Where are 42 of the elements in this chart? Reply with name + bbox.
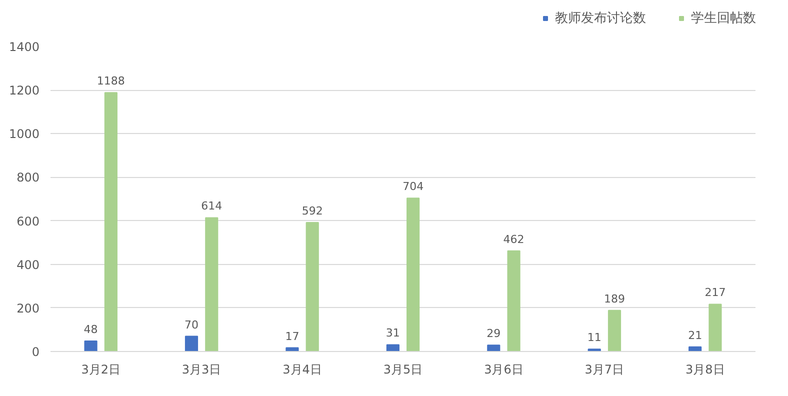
data-label: 48 xyxy=(84,323,98,336)
data-label: 217 xyxy=(704,286,726,300)
y-tick-label: 0 xyxy=(32,345,40,359)
bar xyxy=(306,222,319,352)
y-tick-label: 600 xyxy=(16,214,40,228)
bar xyxy=(406,198,420,352)
legend-label: 学生回帖数 xyxy=(691,10,756,27)
y-tick-label: 1200 xyxy=(8,84,40,98)
x-tick-label: 3月4日 xyxy=(282,362,322,376)
x-tick-label: 3月5日 xyxy=(383,362,423,376)
bar xyxy=(84,340,98,352)
data-label: 70 xyxy=(184,318,198,332)
x-tick-label: 3月2日 xyxy=(81,362,121,376)
legend-label: 教师发布讨论数 xyxy=(555,10,646,27)
y-tick-label: 1400 xyxy=(8,40,40,54)
data-label: 1188 xyxy=(96,74,125,88)
data-label: 704 xyxy=(402,180,424,194)
bar xyxy=(386,344,400,352)
data-label: 11 xyxy=(587,331,602,344)
y-tick-label: 1000 xyxy=(8,127,40,142)
data-label: 17 xyxy=(285,330,300,343)
bar xyxy=(507,250,520,352)
bar xyxy=(608,310,622,352)
x-tick-label: 3月7日 xyxy=(584,362,624,376)
bar xyxy=(205,217,218,352)
data-label: 29 xyxy=(486,327,501,340)
x-tick-label: 3月8日 xyxy=(686,362,725,376)
y-tick-label: 400 xyxy=(16,258,40,272)
data-label: 462 xyxy=(503,232,524,246)
data-label: 614 xyxy=(201,200,222,213)
data-label: 592 xyxy=(302,204,323,218)
bar xyxy=(184,336,198,352)
bar xyxy=(708,304,722,352)
data-label: 189 xyxy=(604,292,625,306)
data-label: 21 xyxy=(688,328,702,342)
y-tick-label: 800 xyxy=(16,170,40,185)
bar xyxy=(487,344,500,352)
x-tick-label: 3月6日 xyxy=(484,362,524,376)
x-tick-label: 3月3日 xyxy=(182,362,222,376)
bar xyxy=(104,92,118,352)
data-label: 31 xyxy=(386,326,400,340)
y-tick-label: 200 xyxy=(16,301,40,316)
